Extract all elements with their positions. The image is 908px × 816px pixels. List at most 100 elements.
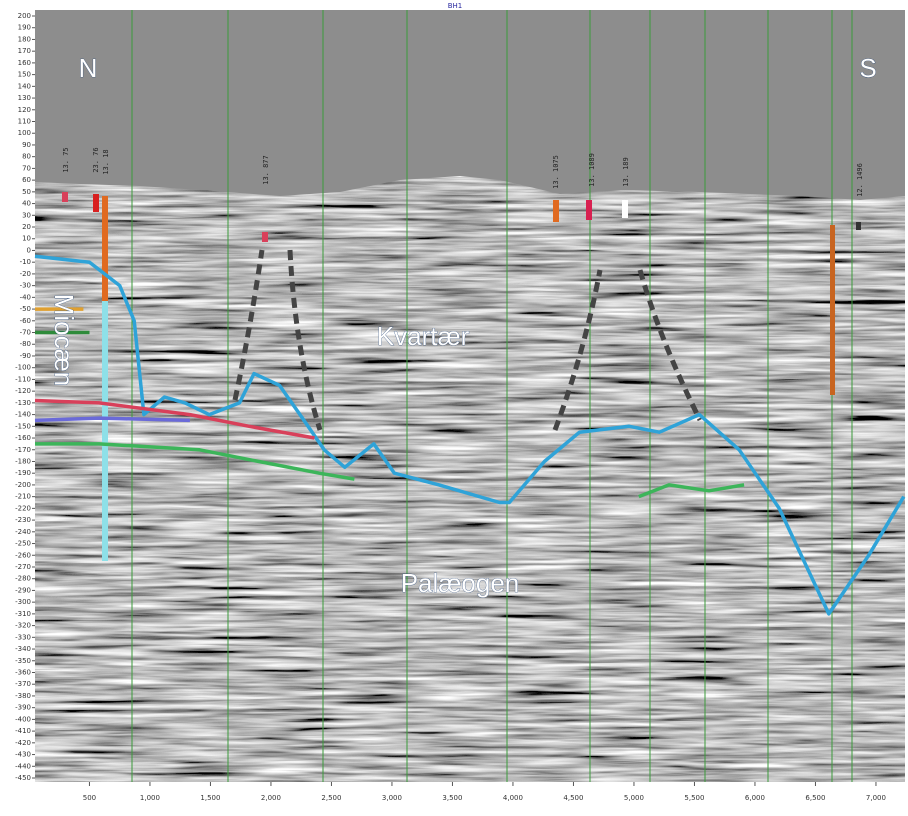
- borehole-label: 12. 1496: [856, 163, 864, 197]
- y-tick-label: -180: [15, 457, 31, 465]
- x-tick-label: 1,500: [200, 794, 220, 802]
- horizon: [35, 442, 745, 499]
- y-tick-label: -170: [15, 446, 31, 454]
- y-tick-label: -330: [15, 633, 31, 641]
- y-tick-label: 120: [18, 106, 31, 114]
- borehole-label: 13. 189: [622, 157, 630, 187]
- y-tick-label: -30: [20, 282, 31, 290]
- y-tick-label: -230: [15, 516, 31, 524]
- y-tick-label: -280: [15, 575, 31, 583]
- y-tick-label: 130: [18, 94, 31, 102]
- y-tick-label: -250: [15, 540, 31, 548]
- y-tick-label: -420: [15, 739, 31, 747]
- borehole-label: 13. 1089: [588, 153, 596, 187]
- annotation: Palæogen: [401, 568, 520, 598]
- y-tick-label: 40: [22, 200, 31, 208]
- annotation: Miocæn: [49, 294, 79, 386]
- annotation: Kvartær: [377, 321, 470, 351]
- x-tick-label: 4,000: [503, 794, 523, 802]
- y-tick-label: -70: [20, 329, 31, 337]
- horizon: [34, 416, 190, 423]
- y-tick-label: 170: [18, 47, 31, 55]
- x-tick-label: 1,000: [140, 794, 160, 802]
- x-tick-label: 500: [83, 794, 96, 802]
- y-tick-label: -160: [15, 434, 31, 442]
- y-tick-label: 150: [18, 71, 31, 79]
- y-tick-label: -300: [15, 598, 31, 606]
- y-tick-label: 70: [22, 164, 31, 172]
- borehole-label: 23. 76: [92, 147, 100, 172]
- y-tick-label: 100: [18, 129, 31, 137]
- y-tick-label: -270: [15, 563, 31, 571]
- y-tick-label: 80: [22, 153, 31, 161]
- y-tick-label: -200: [15, 481, 31, 489]
- y-tick-label: 200: [18, 12, 31, 20]
- y-tick-label: -110: [15, 375, 31, 383]
- y-tick-label: -260: [15, 551, 31, 559]
- annotation: N: [79, 53, 98, 83]
- y-tick-label: -40: [20, 293, 31, 301]
- y-tick-label: -10: [20, 258, 31, 266]
- y-tick-label: -60: [20, 317, 31, 325]
- x-tick-label: 2,500: [321, 794, 341, 802]
- y-tick-label: -120: [15, 387, 31, 395]
- y-tick-label: 90: [22, 141, 31, 149]
- x-tick-label: 3,000: [382, 794, 402, 802]
- borehole-label: 13. 1075: [552, 155, 560, 189]
- y-tick-label: 60: [22, 176, 31, 184]
- y-tick-label: 10: [22, 235, 31, 243]
- y-tick-label: -380: [15, 692, 31, 700]
- y-tick-label: -290: [15, 586, 31, 594]
- y-tick-label: -390: [15, 704, 31, 712]
- y-tick-label: -360: [15, 668, 31, 676]
- y-tick-label: -240: [15, 528, 31, 536]
- y-tick-label: -210: [15, 493, 31, 501]
- y-tick-label: -150: [15, 422, 31, 430]
- y-tick-label: -320: [15, 622, 31, 630]
- y-tick-label: -310: [15, 610, 31, 618]
- faults: [232, 249, 703, 431]
- section-boundaries: [131, 10, 853, 782]
- y-tick-label: 180: [18, 35, 31, 43]
- y-tick-label: 190: [18, 24, 31, 32]
- x-tick-label: 3,500: [442, 794, 462, 802]
- y-tick-label: 110: [18, 118, 31, 126]
- y-tick-label: 160: [18, 59, 31, 67]
- y-tick-label: -50: [20, 305, 31, 313]
- x-tick-label: 5,500: [684, 794, 704, 802]
- y-tick-label: -430: [15, 751, 31, 759]
- y-tick-label: 30: [22, 211, 31, 219]
- y-tick-label: -350: [15, 657, 31, 665]
- borehole-label: 13. 75: [62, 147, 70, 172]
- y-tick-label: -220: [15, 504, 31, 512]
- title: BH1: [448, 2, 463, 10]
- x-tick-label: 6,500: [805, 794, 825, 802]
- y-tick-label: -370: [15, 680, 31, 688]
- y-tick-label: -130: [15, 399, 31, 407]
- y-tick-label: -20: [20, 270, 31, 278]
- water-column: [35, 10, 905, 200]
- y-tick-label: -140: [15, 411, 31, 419]
- y-tick-label: -80: [20, 340, 31, 348]
- x-tick-label: 7,000: [866, 794, 886, 802]
- y-tick-label: -90: [20, 352, 31, 360]
- x-tick-label: 4,500: [563, 794, 583, 802]
- y-tick-label: -400: [15, 715, 31, 723]
- y-tick-label: -450: [15, 774, 31, 782]
- x-tick-label: 6,000: [745, 794, 765, 802]
- x-tick-label: 2,000: [261, 794, 281, 802]
- y-tick-label: 20: [22, 223, 31, 231]
- borehole-label: 13. 18: [102, 149, 110, 174]
- y-tick-label: -100: [15, 364, 31, 372]
- y-tick-label: 140: [18, 82, 31, 90]
- y-tick-label: -340: [15, 645, 31, 653]
- y-tick-label: -190: [15, 469, 31, 477]
- y-tick-label: 50: [22, 188, 31, 196]
- annotation: S: [859, 53, 876, 83]
- y-tick-label: -410: [15, 727, 31, 735]
- horizon: [34, 254, 906, 616]
- x-tick-label: 5,000: [624, 794, 644, 802]
- y-tick-label: 0: [27, 246, 31, 254]
- y-tick-label: -440: [15, 762, 31, 770]
